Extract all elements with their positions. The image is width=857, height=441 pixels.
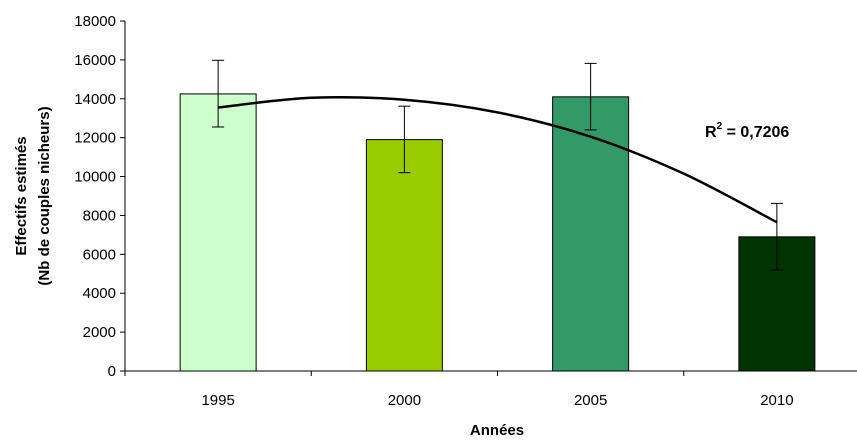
y-axis-title-line2: (Nb de couples nicheurs)	[36, 106, 53, 285]
bar	[365, 139, 443, 372]
x-tick-label: 1995	[201, 392, 234, 409]
x-tick-label: 2000	[388, 392, 421, 409]
bar	[179, 93, 257, 372]
x-tick-label: 2010	[760, 392, 793, 409]
y-tick-label: 8000	[83, 207, 116, 224]
y-tick-label: 0	[108, 363, 116, 380]
x-axis-title: Années	[470, 422, 524, 439]
y-tick-label: 2000	[83, 324, 116, 341]
error-bars	[212, 59, 783, 271]
r-squared-label: R2 = 0,7206	[705, 121, 789, 141]
y-axis-title-line1: Effectifs estimés	[13, 136, 30, 255]
y-tick-label: 12000	[74, 130, 116, 147]
x-axis-ticks	[124, 371, 685, 376]
y-tick-label: 4000	[83, 285, 116, 302]
y-tick-label: 16000	[74, 52, 116, 69]
bars	[179, 93, 816, 372]
x-axis-tick-labels: 1995 2000 2005 2010	[201, 392, 793, 409]
y-axis-ticks	[120, 20, 125, 372]
trendline	[217, 95, 778, 224]
y-axis-tick-labels: 0 2000 4000 6000 8000 10000 12000 14000 16000 180…	[74, 13, 116, 380]
y-tick-label: 14000	[74, 91, 116, 108]
y-tick-label: 10000	[74, 169, 116, 186]
y-tick-label: 18000	[74, 13, 116, 30]
x-tick-label: 2005	[574, 392, 607, 409]
y-axis-title: Effectifs estimés	[13, 136, 30, 255]
y-tick-label: 6000	[83, 246, 116, 263]
